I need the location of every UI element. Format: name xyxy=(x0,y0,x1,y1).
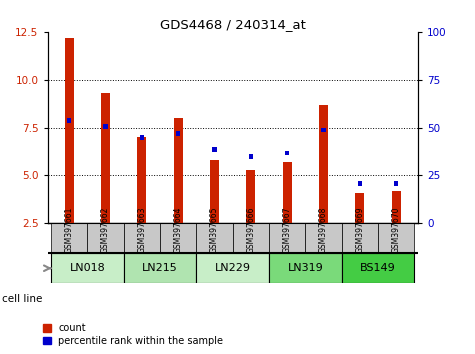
Bar xyxy=(269,253,342,283)
Text: LN319: LN319 xyxy=(287,263,323,273)
Bar xyxy=(319,105,328,223)
Text: LN215: LN215 xyxy=(142,263,178,273)
Bar xyxy=(322,127,326,132)
Bar xyxy=(197,223,233,253)
Bar xyxy=(124,223,160,253)
Bar xyxy=(249,154,253,159)
Text: BS149: BS149 xyxy=(360,263,396,273)
Bar xyxy=(212,147,217,152)
Bar xyxy=(51,253,124,283)
Text: GSM397669: GSM397669 xyxy=(355,206,364,253)
Bar xyxy=(305,223,342,253)
Bar xyxy=(355,193,364,223)
Text: LN018: LN018 xyxy=(69,263,105,273)
Text: GSM397662: GSM397662 xyxy=(101,206,110,253)
Bar xyxy=(140,135,144,140)
Text: LN229: LN229 xyxy=(215,263,251,273)
Bar xyxy=(210,160,219,223)
Text: GSM397665: GSM397665 xyxy=(210,206,219,253)
Bar xyxy=(378,223,414,253)
Bar xyxy=(67,118,71,123)
Text: GSM397667: GSM397667 xyxy=(283,206,292,253)
Bar xyxy=(176,131,180,136)
Bar xyxy=(283,162,292,223)
Bar xyxy=(104,124,108,129)
Bar xyxy=(233,223,269,253)
Bar xyxy=(342,223,378,253)
Bar xyxy=(285,150,289,155)
Bar xyxy=(65,38,74,223)
Bar xyxy=(101,93,110,223)
Bar xyxy=(269,223,305,253)
Bar xyxy=(137,137,146,223)
Text: GSM397661: GSM397661 xyxy=(65,206,74,253)
Bar xyxy=(87,223,124,253)
Bar xyxy=(247,170,256,223)
Title: GDS4468 / 240314_at: GDS4468 / 240314_at xyxy=(160,18,306,31)
Bar xyxy=(197,253,269,283)
Text: GSM397663: GSM397663 xyxy=(137,206,146,253)
Bar xyxy=(160,223,197,253)
Text: GSM397670: GSM397670 xyxy=(392,206,401,253)
Text: GSM397666: GSM397666 xyxy=(247,206,256,253)
Text: GSM397668: GSM397668 xyxy=(319,206,328,253)
Text: cell line: cell line xyxy=(2,294,43,304)
Bar xyxy=(392,191,401,223)
Bar xyxy=(394,181,399,186)
Bar xyxy=(174,118,183,223)
Bar xyxy=(124,253,197,283)
Text: GSM397664: GSM397664 xyxy=(174,206,183,253)
Legend: count, percentile rank within the sample: count, percentile rank within the sample xyxy=(43,323,223,346)
Bar xyxy=(358,181,362,186)
Bar xyxy=(51,223,87,253)
Bar xyxy=(342,253,414,283)
